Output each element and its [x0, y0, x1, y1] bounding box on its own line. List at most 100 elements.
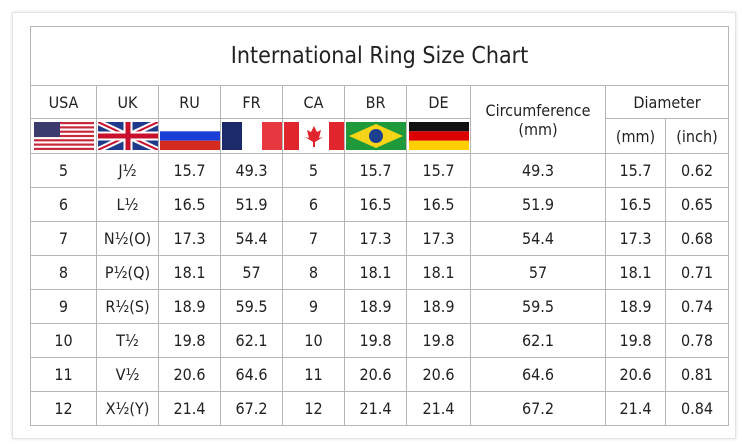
cell-usa: 8: [30, 255, 97, 290]
cell-ru: 19.8: [158, 323, 221, 358]
cell-fr: 54.4: [220, 221, 283, 256]
header-br: BR: [344, 85, 407, 119]
cell-fr: 59.5: [220, 289, 283, 324]
header-diameter-inch: (inch): [664, 118, 730, 154]
cell-diameter-inch: 0.81: [664, 357, 730, 392]
cell-ru: 18.1: [158, 255, 221, 290]
cell-uk: V½: [96, 357, 159, 392]
germany-flag-icon: [408, 122, 469, 150]
cell-uk: X½(Y): [96, 391, 159, 426]
table-row: 10 T½ 19.8 62.1 10 19.8 19.8 62.1 19.8 0.78: [30, 323, 730, 358]
cell-diameter-mm: 16.5: [605, 187, 666, 222]
circumference-label: Circumference: [485, 100, 591, 120]
cell-fr: 64.6: [220, 357, 283, 392]
cell-ca: 7: [282, 221, 345, 256]
cell-br: 16.5: [344, 187, 407, 222]
cell-circumference: 64.6: [470, 357, 606, 392]
cell-diameter-mm: 15.7: [605, 153, 666, 188]
cell-circumference: 62.1: [470, 323, 606, 358]
uk-flag-icon: [97, 122, 158, 150]
cell-usa: 7: [30, 221, 97, 256]
table-row: 12 X½(Y) 21.4 67.2 12 21.4 21.4 67.2 21.4 0.84: [30, 391, 730, 426]
cell-ru: 17.3: [158, 221, 221, 256]
header-circumference: Circumference (mm): [470, 85, 606, 154]
table-title: International Ring Size Chart: [29, 26, 730, 86]
header-uk: UK: [96, 85, 159, 119]
table-row: 5 J½ 15.7 49.3 5 15.7 15.7 49.3 15.7 0.62: [30, 153, 730, 188]
cell-diameter-mm: 18.1: [605, 255, 666, 290]
cell-diameter-inch: 0.78: [664, 323, 730, 358]
cell-uk: J½: [96, 153, 159, 188]
cell-uk: L½: [96, 187, 159, 222]
cell-usa: 10: [30, 323, 97, 358]
cell-de: 20.6: [406, 357, 471, 392]
header-ru: RU: [158, 85, 221, 119]
table-row: 7 N½(O) 17.3 54.4 7 17.3 17.3 54.4 17.3 0.68: [30, 221, 730, 256]
cell-br: 15.7: [344, 153, 407, 188]
cell-ca: 8: [282, 255, 345, 290]
cell-circumference: 57: [470, 255, 606, 290]
cell-diameter-mm: 18.9: [605, 289, 666, 324]
cell-de: 16.5: [406, 187, 471, 222]
cell-diameter-mm: 20.6: [605, 357, 666, 392]
cell-uk: T½: [96, 323, 159, 358]
cell-usa: 11: [30, 357, 97, 392]
cell-usa: 5: [30, 153, 97, 188]
cell-circumference: 67.2: [470, 391, 606, 426]
circumference-unit: (mm): [518, 119, 558, 139]
cell-circumference: 49.3: [470, 153, 606, 188]
header-fr: FR: [220, 85, 283, 119]
cell-ca: 9: [282, 289, 345, 324]
cell-br: 17.3: [344, 221, 407, 256]
header-usa: USA: [30, 85, 97, 119]
chart-frame: [12, 12, 736, 439]
cell-diameter-inch: 0.74: [664, 289, 730, 324]
cell-ca: 11: [282, 357, 345, 392]
cell-de: 18.1: [406, 255, 471, 290]
russia-flag-icon: [159, 122, 220, 150]
cell-circumference: 59.5: [470, 289, 606, 324]
cell-uk: R½(S): [96, 289, 159, 324]
cell-fr: 62.1: [220, 323, 283, 358]
brazil-flag-cell: [344, 118, 407, 154]
cell-de: 15.7: [406, 153, 471, 188]
canada-flag-cell: [282, 118, 345, 154]
canada-flag-icon: [283, 122, 344, 150]
cell-fr: 49.3: [220, 153, 283, 188]
germany-flag-cell: [406, 118, 471, 154]
table-row: 11 V½ 20.6 64.6 11 20.6 20.6 64.6 20.6 0.81: [30, 357, 730, 392]
cell-diameter-inch: 0.84: [664, 391, 730, 426]
cell-ru: 21.4: [158, 391, 221, 426]
header-ca: CA: [282, 85, 345, 119]
cell-br: 20.6: [344, 357, 407, 392]
cell-diameter-mm: 17.3: [605, 221, 666, 256]
cell-diameter-inch: 0.71: [664, 255, 730, 290]
uk-flag-cell: [96, 118, 159, 154]
cell-ca: 12: [282, 391, 345, 426]
cell-de: 21.4: [406, 391, 471, 426]
cell-br: 18.9: [344, 289, 407, 324]
cell-circumference: 51.9: [470, 187, 606, 222]
brazil-flag-icon: [345, 122, 406, 150]
cell-diameter-inch: 0.68: [664, 221, 730, 256]
us-flag-icon: [33, 122, 94, 150]
cell-br: 18.1: [344, 255, 407, 290]
russia-flag-cell: [158, 118, 221, 154]
table-row: 6 L½ 16.5 51.9 6 16.5 16.5 51.9 16.5 0.65: [30, 187, 730, 222]
cell-diameter-inch: 0.65: [664, 187, 730, 222]
cell-de: 18.9: [406, 289, 471, 324]
table-row: 8 P½(Q) 18.1 57 8 18.1 18.1 57 18.1 0.71: [30, 255, 730, 290]
cell-diameter-mm: 21.4: [605, 391, 666, 426]
cell-fr: 51.9: [220, 187, 283, 222]
cell-ru: 15.7: [158, 153, 221, 188]
cell-ru: 20.6: [158, 357, 221, 392]
france-flag-icon: [221, 122, 282, 150]
cell-diameter-mm: 19.8: [605, 323, 666, 358]
cell-ca: 5: [282, 153, 345, 188]
cell-usa: 6: [30, 187, 97, 222]
cell-usa: 9: [30, 289, 97, 324]
cell-uk: P½(Q): [96, 255, 159, 290]
france-flag-cell: [220, 118, 283, 154]
cell-uk: N½(O): [96, 221, 159, 256]
cell-ca: 6: [282, 187, 345, 222]
